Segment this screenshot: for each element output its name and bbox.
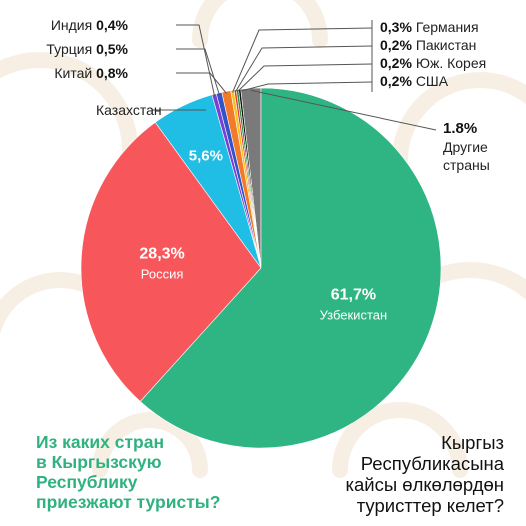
label-china-name: Китай — [54, 65, 93, 81]
label-china: Китай 0,8% — [54, 65, 128, 82]
value-label-kazakhstan: 5,6% — [189, 148, 223, 165]
background-arc — [92, 412, 208, 478]
slice-labels: 61,7% Узбекистан 28,3% Россия 5,6% — [139, 148, 387, 323]
label-other-name: Другие страны — [443, 139, 490, 173]
label-germany: 0,3% Германия — [380, 19, 479, 36]
background-arc — [332, 402, 468, 478]
leader-korea — [237, 63, 373, 92]
label-pakistan: 0,2% Пакистан — [380, 37, 476, 54]
background-arc — [0, 52, 138, 158]
label-usa-value: 0,2% — [380, 73, 412, 89]
question-russian: Из каких стран в Кыргызскую Республику п… — [36, 432, 221, 512]
question-kyrgyz: Кыргыз Республикасына кайсы өлкөлөрдөн т… — [345, 432, 504, 516]
background-arc — [192, 0, 328, 48]
name-label-uzbekistan: Узбекистан — [320, 308, 388, 323]
label-india-value: 0,4% — [96, 17, 128, 33]
leader-turkey — [176, 48, 220, 96]
value-label-russia: 28,3% — [139, 246, 184, 263]
label-india: Индия 0,4% — [51, 17, 128, 34]
label-china-value: 0,8% — [96, 65, 128, 81]
label-india-name: Индия — [50, 17, 93, 33]
leader-other — [250, 89, 437, 131]
leader-india — [176, 24, 216, 97]
label-germany-value: 0,3% — [380, 19, 412, 35]
label-germany-name: Германия — [415, 19, 479, 35]
label-turkey-value: 0,5% — [96, 41, 128, 57]
label-korea-name: Юж. Корея — [415, 55, 487, 71]
label-pakistan-name: Пакистан — [415, 37, 477, 53]
label-kazakhstan: Казахстан — [96, 102, 162, 119]
pie-slices — [80, 87, 442, 449]
label-turkey: Турция 0,5% — [46, 41, 128, 58]
leader-pakistan — [234, 45, 373, 93]
label-korea: 0,2% Юж. Корея — [380, 55, 486, 72]
leader-china — [176, 72, 227, 94]
label-pakistan-value: 0,2% — [380, 37, 412, 53]
label-kazakhstan-name: Казахстан — [96, 102, 162, 118]
value-label-uzbekistan: 61,7% — [331, 287, 376, 304]
label-korea-value: 0,2% — [380, 55, 412, 71]
label-other: 1.8% Другие страны — [443, 120, 513, 174]
slice-uzbekistan — [139, 87, 442, 449]
leader-germany — [232, 27, 373, 93]
leader-usa — [239, 81, 373, 92]
slice-russia — [80, 121, 262, 402]
name-label-russia: Россия — [141, 267, 184, 282]
label-turkey-name: Турция — [46, 41, 93, 57]
label-usa-name: США — [415, 73, 449, 89]
label-other-value: 1.8% — [443, 120, 478, 137]
leader-lines — [152, 20, 437, 131]
label-usa: 0,2% США — [380, 73, 448, 90]
